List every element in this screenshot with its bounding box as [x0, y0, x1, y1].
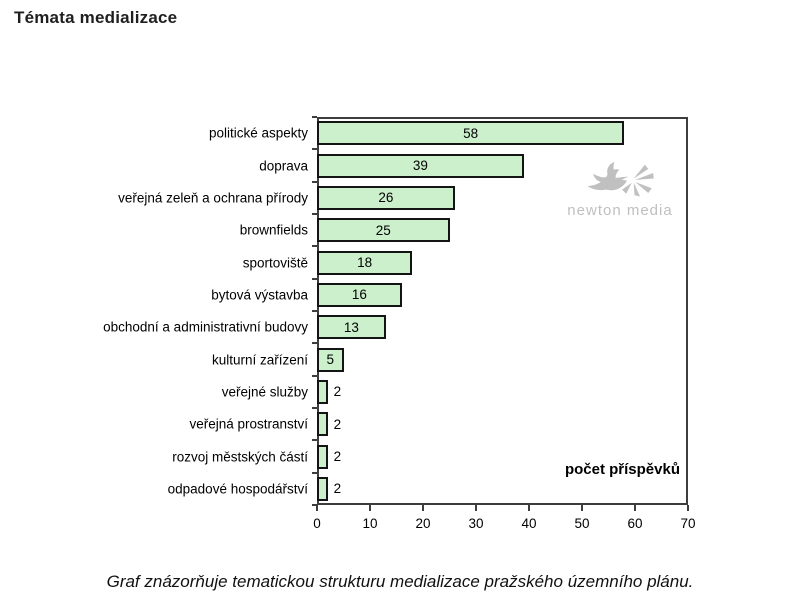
- x-axis-tick-label: 20: [415, 516, 431, 531]
- bar: [317, 444, 328, 469]
- y-axis-tick: [312, 471, 317, 474]
- x-axis-tick: [528, 505, 530, 511]
- x-axis-tick: [422, 505, 424, 511]
- bar-value: 58: [463, 125, 479, 141]
- bar: [317, 153, 524, 178]
- bar-value: 26: [378, 190, 394, 206]
- bar-value: 2: [333, 449, 342, 464]
- y-axis-tick: [312, 277, 317, 280]
- bar-value: 39: [412, 158, 428, 173]
- x-axis-title: počet příspěvků: [564, 461, 680, 478]
- x-axis-tick-label: 60: [627, 516, 643, 531]
- watermark-text: newton media: [567, 202, 673, 219]
- bar-value: 16: [351, 287, 367, 303]
- category-label: politické aspekty: [208, 125, 308, 141]
- x-axis-tick: [475, 505, 477, 511]
- category-label: obchodní a administrativní budovy: [103, 319, 308, 335]
- bar: [317, 347, 344, 372]
- bar: [317, 185, 455, 210]
- bar: [317, 412, 328, 437]
- bar: [317, 218, 450, 243]
- y-axis-tick: [312, 180, 317, 183]
- bar: [317, 315, 386, 340]
- y-axis-tick: [312, 374, 317, 377]
- category-label: odpadové hospodářství: [167, 481, 308, 497]
- bar-value: 18: [357, 255, 373, 270]
- x-axis-tick-label: 70: [680, 516, 696, 531]
- y-axis-tick: [312, 213, 317, 215]
- y-axis-tick: [312, 148, 317, 151]
- category-label: brownfields: [239, 222, 308, 238]
- x-axis-tick: [316, 505, 318, 511]
- y-axis-tick: [312, 116, 317, 118]
- bar: [317, 250, 413, 275]
- x-axis-tick: [581, 505, 583, 511]
- y-axis-tick: [312, 407, 317, 409]
- bar-value: 13: [343, 319, 359, 335]
- page-title: Témata medializace: [14, 8, 178, 27]
- bar: [317, 379, 328, 404]
- category-label: doprava: [259, 157, 308, 173]
- category-label: kulturní zařízení: [211, 351, 308, 367]
- bar: [317, 476, 328, 501]
- bar-value: 5: [326, 352, 334, 367]
- x-axis-tick-label: 10: [362, 516, 378, 531]
- bar-value: 2: [333, 416, 342, 432]
- newton-media-logo-icon: [587, 162, 654, 197]
- watermark: newton media: [551, 162, 689, 218]
- x-axis-tick: [687, 505, 689, 511]
- x-axis-tick-label: 0: [313, 516, 321, 531]
- y-axis-tick: [312, 504, 317, 506]
- category-label: veřejné služby: [221, 384, 308, 400]
- category-label: bytová výstavba: [211, 287, 308, 303]
- category-label: sportoviště: [242, 254, 308, 270]
- y-axis-tick: [312, 245, 317, 248]
- y-axis-tick: [312, 310, 317, 312]
- x-axis-tick: [634, 505, 636, 511]
- x-axis-tick-label: 40: [521, 516, 537, 531]
- category-label: veřejná prostranství: [189, 416, 308, 432]
- x-axis-tick: [369, 505, 371, 511]
- category-label: veřejná zeleň a ochrana přírody: [118, 190, 308, 206]
- x-axis-tick-label: 30: [468, 516, 484, 531]
- bar-value: 25: [375, 222, 391, 238]
- bar-value: 2: [333, 481, 342, 497]
- y-axis-tick: [312, 342, 317, 345]
- bar: [317, 282, 402, 307]
- bar-value: 2: [333, 384, 342, 400]
- chart-caption: Graf znázorňuje tematickou strukturu med…: [106, 572, 694, 591]
- x-axis-tick-label: 50: [574, 516, 590, 531]
- y-axis-tick: [312, 439, 317, 442]
- bar: [317, 121, 625, 146]
- category-label: rozvoj městských částí: [172, 448, 308, 464]
